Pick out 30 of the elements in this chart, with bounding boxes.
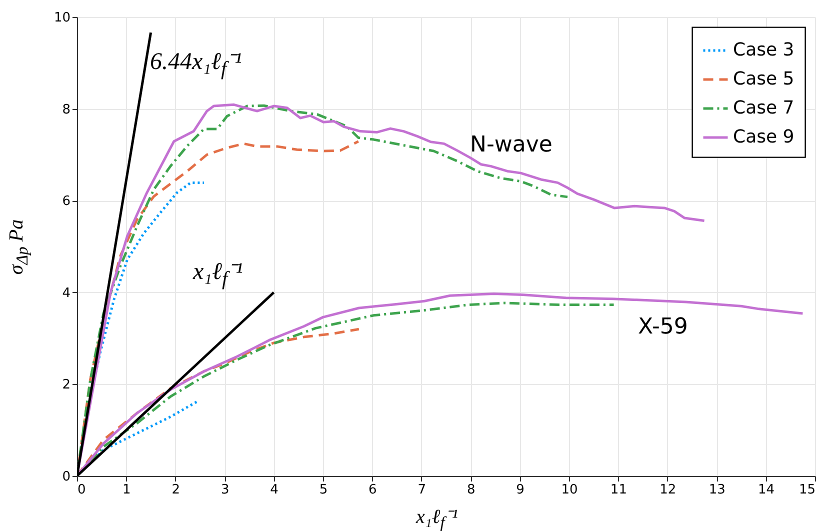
annotation: 6.44x₁ℓ$_{f}$⁻¹ <box>150 48 242 81</box>
x-tick-label: 12 <box>660 482 676 498</box>
x-tick-label: 4 <box>270 482 278 498</box>
x-tick-label: 10 <box>561 482 578 498</box>
x-tick-label: 0 <box>78 482 86 498</box>
legend-label: Case 9 <box>733 126 794 148</box>
y-tick-label: 4 <box>62 286 70 301</box>
y-tick-label: 8 <box>62 102 70 118</box>
x-tick-label: 7 <box>418 482 426 498</box>
x-tick-label: 3 <box>220 482 230 498</box>
x-tick-label: 2 <box>172 482 180 498</box>
x-tick-label: 5 <box>319 482 328 498</box>
x-tick-label: 9 <box>516 482 524 498</box>
legend-label: Case 5 <box>733 68 794 90</box>
x-tick-label: 13 <box>708 482 726 498</box>
y-tick-label: 0 <box>62 470 70 484</box>
annotation: x₁ℓ$_{f}$⁻¹ <box>193 258 243 291</box>
legend-label: Case 7 <box>733 98 794 118</box>
legend-label: Case 3 <box>733 40 794 60</box>
x-tick-label: 8 <box>466 482 476 498</box>
y-tick-label: 10 <box>54 10 70 26</box>
annotation: N-wave <box>470 132 552 158</box>
x-tick-label: 14 <box>758 482 775 498</box>
x-tick-label: 1 <box>122 482 131 498</box>
annotation: X-59 <box>638 314 688 340</box>
x-tick-label: 15 <box>798 482 816 498</box>
y-tick-label: 6 <box>62 194 70 210</box>
x-tick-label: 6 <box>368 482 377 498</box>
x-tick-label: 11 <box>610 482 627 498</box>
y-tick-label: 2 <box>62 378 70 393</box>
